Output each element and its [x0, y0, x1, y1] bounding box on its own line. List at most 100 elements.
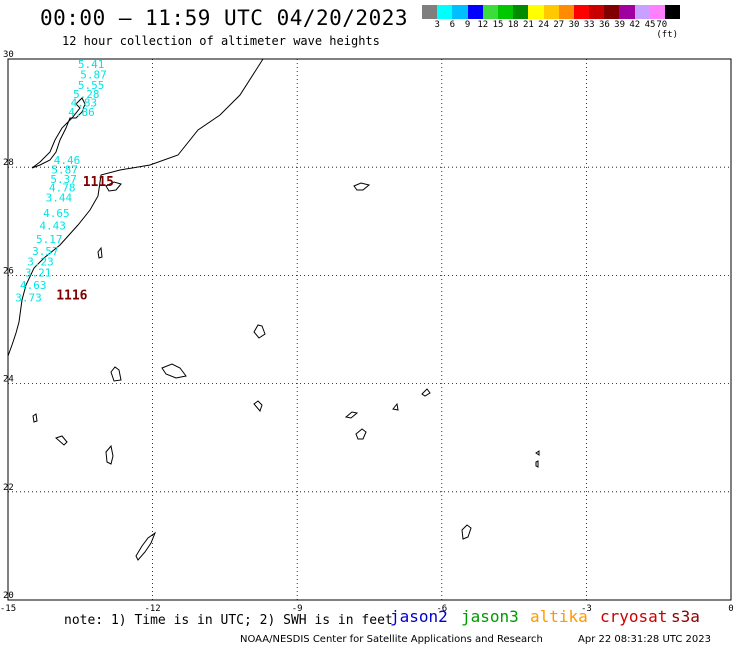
islet-outline	[461, 524, 472, 540]
satellite-legend-altika: altika	[530, 607, 588, 626]
legend-tick-label: 9	[464, 20, 471, 30]
wave-height-label: 5.41	[78, 58, 105, 71]
wave-height-label: 3.23	[27, 256, 53, 269]
latitude-tick-label: 22	[3, 483, 14, 493]
islet-outline	[55, 435, 68, 446]
lanzarote-outline	[31, 97, 86, 169]
map-title: 00:00 — 11:59 UTC 04/20/2023	[40, 6, 409, 30]
wave-height-label: 3.73	[15, 291, 42, 304]
islet-outline	[535, 460, 539, 468]
legend-swatch	[513, 5, 529, 19]
islet-outline	[392, 402, 399, 411]
coastline	[7, 58, 540, 561]
legend-labels: 3 6 9 12 15 18 21 24 27 30 33 36 39 42 45 70 (ft)	[422, 19, 680, 40]
latitude-tick-label: 24	[3, 375, 14, 385]
wave-height-label: 5.28	[73, 88, 100, 101]
wave-height-label: 4.65	[43, 207, 70, 220]
satellite-legend-s3a: s3a	[671, 607, 700, 626]
legend-swatch	[665, 5, 681, 19]
africa-coastline	[7, 58, 264, 357]
wave-height-label: 4.43	[39, 219, 66, 232]
map-frame	[7, 58, 732, 601]
wave-height-label: 5.37	[50, 173, 77, 186]
longitude-tick-label: -9	[292, 604, 303, 614]
latitude-tick-label: 20	[3, 591, 14, 601]
longitude-tick-label: -3	[581, 604, 592, 614]
units-note: note: 1) Time is in UTC; 2) SWH is in fe…	[64, 613, 393, 628]
wave-height-label: 5.55	[78, 79, 105, 92]
legend-tick-label: 36	[598, 20, 610, 30]
islet-outline	[135, 531, 157, 561]
longitude-tick-label: -6	[436, 604, 447, 614]
islet-outline	[353, 182, 371, 191]
longitude-tick-label: -12	[144, 604, 160, 614]
latitude-tick-label: 26	[3, 266, 14, 276]
pass-id-labels: 1115 1116	[56, 175, 114, 304]
wave-height-label: 5.87	[80, 68, 107, 81]
legend-swatch	[573, 5, 590, 19]
islet-outline	[161, 363, 187, 379]
legend-tick-label: 15	[492, 20, 504, 30]
legend-swatch	[497, 5, 514, 19]
latitude-tick-label: 28	[3, 158, 14, 168]
legend-swatch	[649, 5, 665, 19]
islet-outline	[110, 366, 122, 382]
legend-tick-label: 3	[434, 20, 440, 30]
satellite-legend-cryosat: cryosat	[600, 607, 668, 626]
islet-outline	[421, 388, 431, 397]
color-scale-legend: 3 6 9 12 15 18 21 24 27 30 33 36 39 42 45 70 (ft)	[422, 5, 681, 40]
latitude-tick-label: 30	[3, 50, 14, 60]
legend-swatch	[422, 5, 438, 19]
legend-swatch	[482, 5, 498, 19]
legend-tick-label: 42	[629, 20, 641, 30]
wave-height-label: 4.86	[68, 106, 95, 119]
wave-height-label: 3.21	[25, 266, 52, 279]
wave-height-label: 4.46	[54, 154, 81, 167]
satellite-legend-jason3: jason3	[461, 607, 519, 626]
wave-height-label: 4.63	[20, 279, 47, 292]
legend-swatch	[467, 5, 483, 19]
islet-outline	[97, 246, 103, 259]
legend-tick-label: 12	[477, 20, 489, 30]
generation-timestamp: Apr 22 08:31:28 UTC 2023	[578, 634, 711, 645]
legend-swatches	[422, 5, 681, 19]
islet-outline	[105, 444, 114, 465]
islet-outline	[253, 324, 266, 339]
lat-lon-grid	[8, 59, 731, 600]
islet-outline	[253, 400, 263, 412]
wave-height-label: 3.57	[32, 245, 59, 258]
legend-tick-label: 33	[583, 20, 595, 30]
legend-tick-label: 27	[553, 20, 565, 30]
legend-tick-label: 21	[522, 20, 534, 30]
pass-id-label: 1115	[83, 175, 114, 190]
legend-swatch	[558, 5, 574, 19]
pass-id-label: 1116	[56, 289, 87, 304]
credit-line: NOAA/NESDIS Center for Satellite Applica…	[240, 634, 543, 645]
islet-outline	[32, 413, 38, 423]
longitude-tick-label: -15	[0, 604, 16, 614]
legend-tick-label: 6	[449, 20, 456, 30]
legend-swatch	[452, 5, 468, 19]
wave-height-label: 3.44	[46, 191, 73, 204]
legend-tick-label: 24	[538, 20, 550, 30]
islet-outline	[344, 411, 359, 419]
islet-outline	[355, 428, 367, 440]
islet-outline	[105, 181, 122, 192]
legend-swatch	[619, 5, 635, 19]
legend-swatch	[589, 5, 605, 19]
wave-height-labels: 5.415.875.555.284.834.864.465.875.374.78…	[15, 58, 107, 304]
legend-swatch	[528, 5, 544, 19]
wave-height-label: 4.83	[71, 97, 98, 110]
legend-swatch	[634, 5, 650, 19]
longitude-tick-label: 0	[728, 604, 733, 614]
legend-tick-label: 70 (ft)	[656, 20, 679, 40]
legend-swatch	[604, 5, 620, 19]
legend-swatch	[543, 5, 559, 19]
legend-tick-label: 39	[614, 20, 626, 30]
legend-tick-label: 18	[507, 20, 519, 30]
legend-swatch	[437, 5, 453, 19]
islet-outline	[535, 450, 540, 456]
satellite-legend-jason2: jason2	[390, 607, 448, 626]
map-subtitle: 12 hour collection of altimeter wave hei…	[62, 34, 380, 48]
